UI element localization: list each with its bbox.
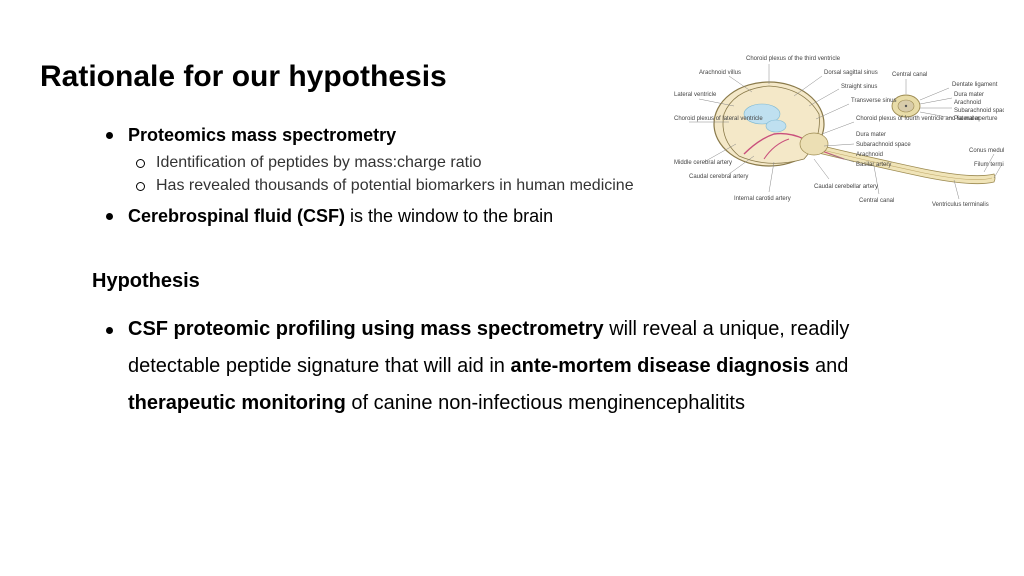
bullet-proteomics: Proteomics mass spectrometry Identificat… <box>100 122 640 197</box>
bullet-csf-bold: Cerebrospinal fluid (CSF) <box>128 206 345 226</box>
diag-label-central-canal2: Central canal <box>859 198 894 204</box>
diag-label-ica: Internal carotid artery <box>734 196 791 202</box>
diag-label-basilar: Basilar artery <box>856 162 891 168</box>
diag-label-filum: Filum terminale <box>974 162 1004 168</box>
brain-csf-diagram: Choroid plexus of the third ventricle Ar… <box>674 44 1004 214</box>
diag-label-subarach2: Subarachnoid space <box>954 108 1004 114</box>
hypothesis-bullet: CSF proteomic profiling using mass spect… <box>100 311 900 422</box>
diag-label-dss: Dorsal sagittal sinus <box>824 70 878 76</box>
diag-label-cca: Caudal cerebral artery <box>689 174 748 180</box>
diag-label-straight: Straight sinus <box>841 84 877 90</box>
hypothesis-heading: Hypothesis <box>92 270 984 293</box>
diag-label-choroid-lat: Choroid plexus of lateral ventricle <box>674 116 763 122</box>
diag-label-arachnoid-villus: Arachnoid villus <box>699 70 741 76</box>
diag-label-mca: Middle cerebral artery <box>674 160 732 166</box>
diag-label-central-canal1: Central canal <box>892 72 927 78</box>
hypo-part4: and <box>809 355 848 377</box>
bullet-csf: Cerebrospinal fluid (CSF) is the window … <box>100 203 640 230</box>
hypo-part6: of canine non-infectious menginencephali… <box>346 392 745 414</box>
hypo-part5: therapeutic monitoring <box>128 392 346 414</box>
diag-label-transverse: Transverse sinus <box>851 98 896 104</box>
diag-label-conus: Conus medullaris <box>969 148 1004 154</box>
hypo-part3: ante-mortem disease diagnosis <box>510 355 809 377</box>
diag-label-ventterm: Ventriculus terminalis <box>932 202 989 208</box>
diag-label-dura2: Dura mater <box>954 92 984 98</box>
diag-label-pia: Pia mater <box>954 116 980 122</box>
subbullet-biomarkers: Has revealed thousands of potential biom… <box>128 174 640 197</box>
hypo-part1: CSF proteomic profiling using mass spect… <box>128 318 604 340</box>
diag-label-dura: Dura mater <box>856 132 886 138</box>
bullet-proteomics-bold: Proteomics mass spectrometry <box>128 125 396 145</box>
diag-label-choroid3: Choroid plexus of the third ventricle <box>746 56 841 62</box>
diag-label-subarach: Subarachnoid space <box>856 142 911 148</box>
subbullet-identification: Identification of peptides by mass:charg… <box>128 151 640 174</box>
rationale-block: Proteomics mass spectrometry Identificat… <box>40 122 640 236</box>
diag-label-lateral-ventricle: Lateral ventricle <box>674 92 717 98</box>
diag-label-arachnoid: Arachnoid <box>856 152 883 158</box>
diag-label-arachnoid2: Arachnoid <box>954 100 981 106</box>
diag-label-ccerebellar: Caudal cerebellar artery <box>814 184 878 190</box>
diag-label-dentate: Dentate ligament <box>952 82 998 88</box>
bullet-csf-rest: is the window to the brain <box>345 206 553 226</box>
